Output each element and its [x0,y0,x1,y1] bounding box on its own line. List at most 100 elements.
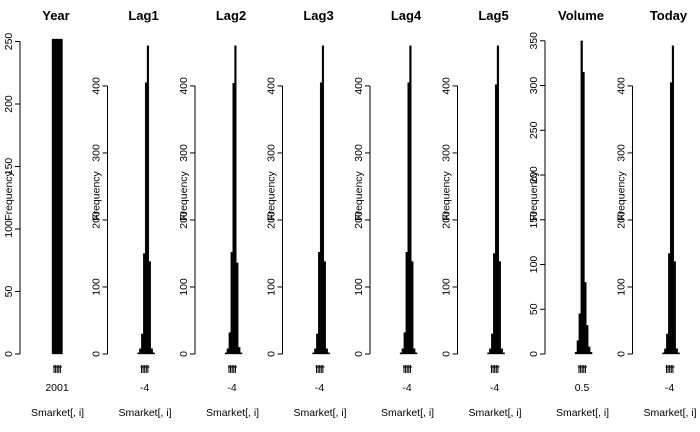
histogram-bar [137,352,140,355]
y-tick-label: 100 [528,256,540,274]
panel-title: Lag5 [478,8,508,23]
histogram-bar [314,348,317,355]
y-tick-label: 0 [353,351,365,357]
histogram-bar [144,82,148,355]
histogram-bar [584,282,587,355]
y-axis-label: Frequency [616,170,628,220]
x-tick-label: 2001 [45,382,69,394]
histogram-bar [671,45,675,355]
y-tick-label: 300 [266,144,278,162]
histogram-bar [405,251,408,355]
histogram-bar [58,38,61,355]
y-tick-label: 400 [91,77,103,95]
histogram-bar [230,251,233,355]
y-tick-label: 100 [441,278,453,296]
histogram-bar [675,348,678,355]
y-tick-label: 0 [91,351,103,357]
y-tick-label: 400 [266,77,278,95]
x-tick-label: -4 [665,382,674,394]
y-tick-label: 250 [528,121,540,139]
histogram-bar [415,352,418,355]
y-tick-label: 200 [441,211,453,229]
histogram-bar [662,352,665,355]
histogram-bar [668,253,671,355]
histogram-bar [232,83,235,355]
histogram-panel-7: Today 0 100 200 300 400 Frequency -4 Smarket[, i… [616,8,697,419]
y-tick-label: 0 [266,351,278,357]
panel-title: Year [42,8,69,23]
histogram-bar [502,352,505,355]
histogram-bar [224,352,228,355]
y-tick-label: 300 [528,77,540,95]
histogram-bar [146,45,150,355]
y-tick-label: 200 [3,95,15,113]
y-tick-label: 400 [178,77,190,95]
histogram-bar [578,313,581,355]
histogram-panel-0: Year 0 50 100 150 200 250 Frequency 2001 Smarket[… [3,8,84,419]
y-tick-label: 150 [528,211,540,229]
histogram-bar [60,38,63,355]
histogram-bar [56,38,59,355]
x-axis-label: Smarket[, i] [119,407,172,419]
histogram-panel-4: Lag4 0 100 200 300 400 Frequency -4 Smarket[, i] [353,8,434,419]
y-tick-label: 100 [353,278,365,296]
panel-title: Lag2 [216,8,246,23]
y-tick-label: 400 [441,77,453,95]
histogram-bar [399,352,403,355]
x-axis-label: Smarket[, i] [206,407,259,419]
histogram-bar [240,352,243,355]
histogram-bar [494,84,498,355]
histogram-panel-1: Lag1 0 100 200 300 400 Frequency -4 Smarket[, i] [91,8,172,419]
y-tick-label: 300 [91,144,103,162]
histogram-bar [407,82,410,355]
y-axis-label: Frequency [178,170,190,220]
histogram-bar [580,40,583,355]
y-tick-label: 0 [178,351,190,357]
x-tick-label: 0.5 [575,382,590,394]
y-tick-label: 300 [616,144,628,162]
histogram-bar [576,340,579,355]
panel-title: Lag3 [303,8,333,23]
histogram-bar [327,352,330,355]
histogram-bar [401,348,404,355]
y-tick-label: 100 [3,220,15,238]
y-axis-label: Frequency [91,170,103,220]
histogram-bar [411,261,414,355]
y-axis-label: Frequency [3,170,15,220]
y-tick-label: 0 [3,351,15,357]
y-axis-label: Frequency [441,170,453,220]
y-tick-label: 100 [178,278,190,296]
histogram-bar [491,333,494,355]
histogram-bar [664,348,667,355]
histogram-bar [493,253,496,355]
histogram-bar [150,348,153,355]
panel-title: Today [650,8,688,23]
histogram-bar [498,261,501,355]
y-axis-label: Frequency [266,170,278,220]
histogram-bar [586,325,589,355]
histogram-panel-3: Lag3 0 100 200 300 400 Frequency -4 Smarket[, i] [266,8,347,419]
x-axis-label: Smarket[, i] [381,407,434,419]
histogram-bar [669,82,673,355]
x-axis-label: Smarket[, i] [556,407,609,419]
y-tick-label: 350 [528,32,540,50]
y-tick-label: 0 [528,351,540,357]
histogram-bar [323,261,326,355]
panel-title: Lag4 [391,8,422,23]
y-axis-label: Frequency [528,170,540,220]
y-axis-label: Frequency [353,170,365,220]
histogram-bar [588,346,591,355]
histogram-bar [666,333,669,355]
histogram-bar [319,82,323,355]
x-axis-label: Smarket[, i] [469,407,522,419]
y-tick-label: 200 [266,211,278,229]
y-tick-label: 100 [266,278,278,296]
histogram-bar [236,262,239,355]
x-tick-label: -4 [402,382,411,394]
y-tick-label: 400 [353,77,365,95]
histogram-bar [500,348,503,355]
y-tick-label: 200 [91,211,103,229]
histogram-bar [403,332,406,355]
histogram-bar [316,333,319,355]
